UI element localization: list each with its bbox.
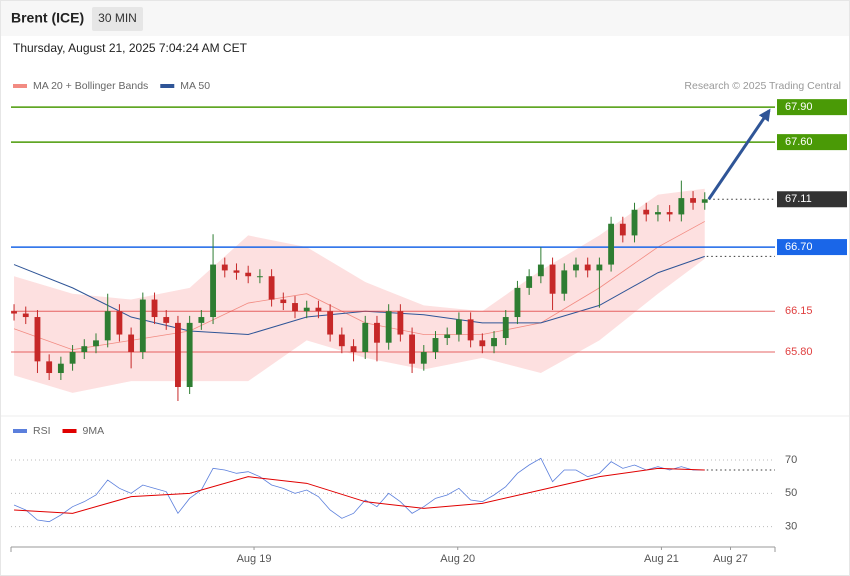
candle-body (573, 264, 579, 271)
candle-body (678, 198, 685, 215)
candle-body (116, 311, 123, 335)
x-tick-label: Aug 21 (644, 553, 679, 565)
candle-body (327, 311, 334, 335)
legend-swatch (13, 429, 27, 433)
level-label: 67.11 (785, 193, 812, 205)
candle-body (186, 322, 193, 388)
candle-body (81, 346, 88, 353)
level-label: 66.70 (785, 241, 813, 253)
candle-body (479, 340, 486, 347)
candle-body (315, 307, 322, 312)
legend-swatch (13, 84, 27, 88)
indicator-line (14, 467, 705, 514)
candle-body (561, 270, 568, 294)
y-tick-label: 50 (785, 487, 797, 499)
candle-body (11, 311, 17, 314)
candle-body (210, 264, 216, 318)
candle-body (537, 264, 544, 277)
candle-body (619, 223, 626, 236)
legend-label: RSI (33, 425, 51, 437)
candle-body (362, 322, 369, 353)
projection-arrow (707, 108, 771, 201)
candle-body (198, 317, 205, 323)
candle-body (163, 317, 170, 323)
candle-body (175, 322, 181, 388)
candle-body (432, 338, 439, 353)
candle-body (655, 212, 661, 215)
candle-body (631, 209, 638, 236)
candle-body (233, 270, 240, 273)
level-box (777, 239, 847, 256)
candle-body (502, 317, 509, 339)
candle-body (57, 363, 64, 374)
legend-label: MA 50 (180, 80, 210, 92)
y-tick-label: 70 (785, 454, 797, 466)
x-tick-label: Aug 20 (440, 553, 475, 565)
candle-body (643, 209, 650, 215)
level-box (777, 134, 847, 151)
x-tick-label: Aug 19 (237, 553, 272, 565)
candle-body (608, 223, 615, 265)
candle-body (139, 299, 146, 353)
level-label: 66.15 (785, 305, 813, 317)
candle-body (397, 311, 404, 335)
candle-body (256, 276, 263, 278)
candle-body (104, 311, 111, 341)
candle-body (666, 212, 673, 215)
candle-body (584, 264, 591, 271)
candle-body (338, 334, 345, 347)
candle-body (526, 276, 533, 288)
level-box (777, 191, 847, 208)
legend-swatch (160, 84, 175, 88)
candle-body (420, 352, 427, 364)
candle-body (491, 338, 497, 347)
candle-body (221, 264, 228, 271)
level-box (777, 99, 847, 116)
legend-swatch (62, 429, 77, 433)
candle-body (409, 334, 416, 364)
candle-body (128, 334, 135, 353)
interval-label[interactable]: 30 MIN (98, 11, 137, 25)
candle-body (46, 361, 53, 374)
candle-body (455, 319, 462, 335)
candle-body (93, 340, 99, 347)
y-tick-label: 30 (785, 521, 797, 533)
interval-button[interactable] (92, 7, 143, 31)
candle-body (245, 272, 252, 277)
credit: Research © 2025 Trading Central (684, 80, 841, 92)
candle-body (303, 307, 310, 312)
candle-body (690, 198, 696, 203)
level-label: 67.90 (785, 101, 813, 113)
x-tick-label: Aug 27 (713, 553, 748, 565)
level-label: 65.80 (785, 346, 813, 358)
level-label: 67.60 (785, 136, 813, 148)
candle-body (151, 299, 158, 318)
candle-body (596, 264, 603, 271)
candle-body (374, 322, 380, 343)
instrument-title: Brent (ICE) (11, 10, 84, 26)
candle-body (280, 299, 287, 304)
legend-label: 9MA (83, 425, 105, 437)
candle-body (350, 346, 357, 353)
timestamp: Thursday, August 21, 2025 7:04:24 AM CET (13, 41, 248, 55)
indicator-line (13, 457, 705, 523)
candle-body (22, 313, 29, 318)
legend-label: MA 20 + Bollinger Bands (33, 80, 148, 92)
candle-body (292, 303, 298, 312)
candle-body (701, 199, 708, 203)
candle-body (467, 319, 474, 341)
candle-body (514, 287, 521, 318)
candle-body (69, 352, 76, 364)
candle-body (268, 276, 275, 300)
candle-body (549, 264, 556, 294)
candle-body (444, 334, 451, 339)
candle-body (34, 317, 41, 362)
candle-body (385, 311, 392, 343)
